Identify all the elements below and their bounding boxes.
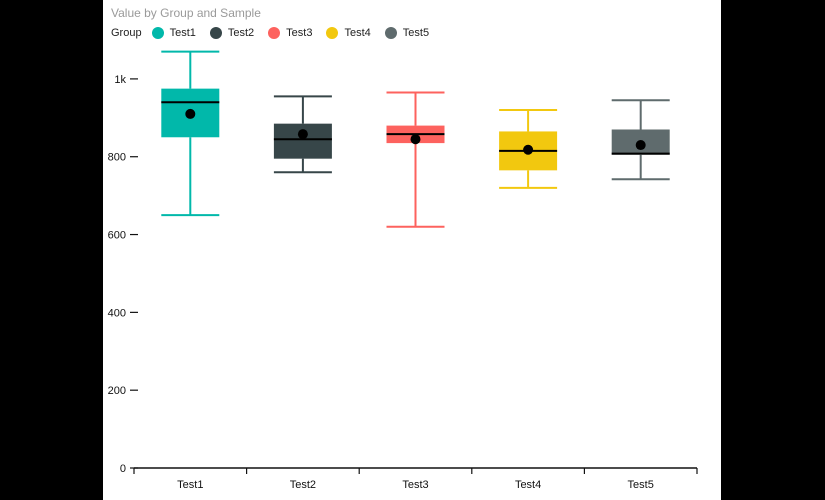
- legend-swatch-test1: [151, 27, 164, 39]
- x-tick-label-test5: Test5: [628, 479, 654, 491]
- y-tick-label-400: 400: [108, 307, 126, 319]
- legend-label-test3: Test3: [286, 27, 313, 39]
- mean-marker-test2: [297, 129, 308, 140]
- x-tick-label-test4: Test4: [515, 479, 541, 491]
- legend-swatch-test5: [384, 27, 397, 39]
- box-test2: [273, 123, 332, 159]
- y-tick-label-1k: 1k: [114, 74, 126, 86]
- y-tick-label-800: 800: [108, 152, 126, 164]
- legend-title: Group: [111, 27, 142, 39]
- legend-item-test5[interactable]: Test5: [384, 27, 430, 39]
- legend-item-test3[interactable]: Test3: [268, 27, 312, 39]
- legend-label-test1: Test1: [169, 27, 196, 39]
- y-tick-label-600: 600: [108, 230, 126, 242]
- mean-marker-test5: [635, 140, 646, 151]
- y-tick-label-0: 0: [120, 463, 126, 475]
- legend-label-test5: Test5: [402, 27, 430, 39]
- legend-item-test1[interactable]: Test1: [151, 27, 196, 39]
- legend: Group Test1 Test2 Test3 Test4 Test5: [111, 25, 443, 41]
- x-tick-label-test2: Test2: [290, 479, 316, 491]
- chart-title: Value by Group and Sample: [111, 6, 261, 20]
- y-tick-label-200: 200: [108, 385, 126, 397]
- legend-swatch-test2: [209, 27, 222, 39]
- legend-label-test4: Test4: [344, 27, 371, 39]
- legend-label-test2: Test2: [227, 27, 255, 39]
- legend-swatch-test4: [326, 27, 339, 39]
- legend-swatch-test3: [268, 27, 281, 39]
- mean-marker-test1: [185, 108, 196, 119]
- legend-item-test4[interactable]: Test4: [326, 27, 371, 39]
- mean-marker-test4: [523, 144, 534, 155]
- x-tick-label-test3: Test3: [402, 479, 428, 491]
- x-tick-label-test1: Test1: [177, 479, 203, 491]
- legend-item-test2[interactable]: Test2: [209, 27, 255, 39]
- mean-marker-test3: [410, 134, 421, 145]
- chart-panel: [103, 0, 721, 500]
